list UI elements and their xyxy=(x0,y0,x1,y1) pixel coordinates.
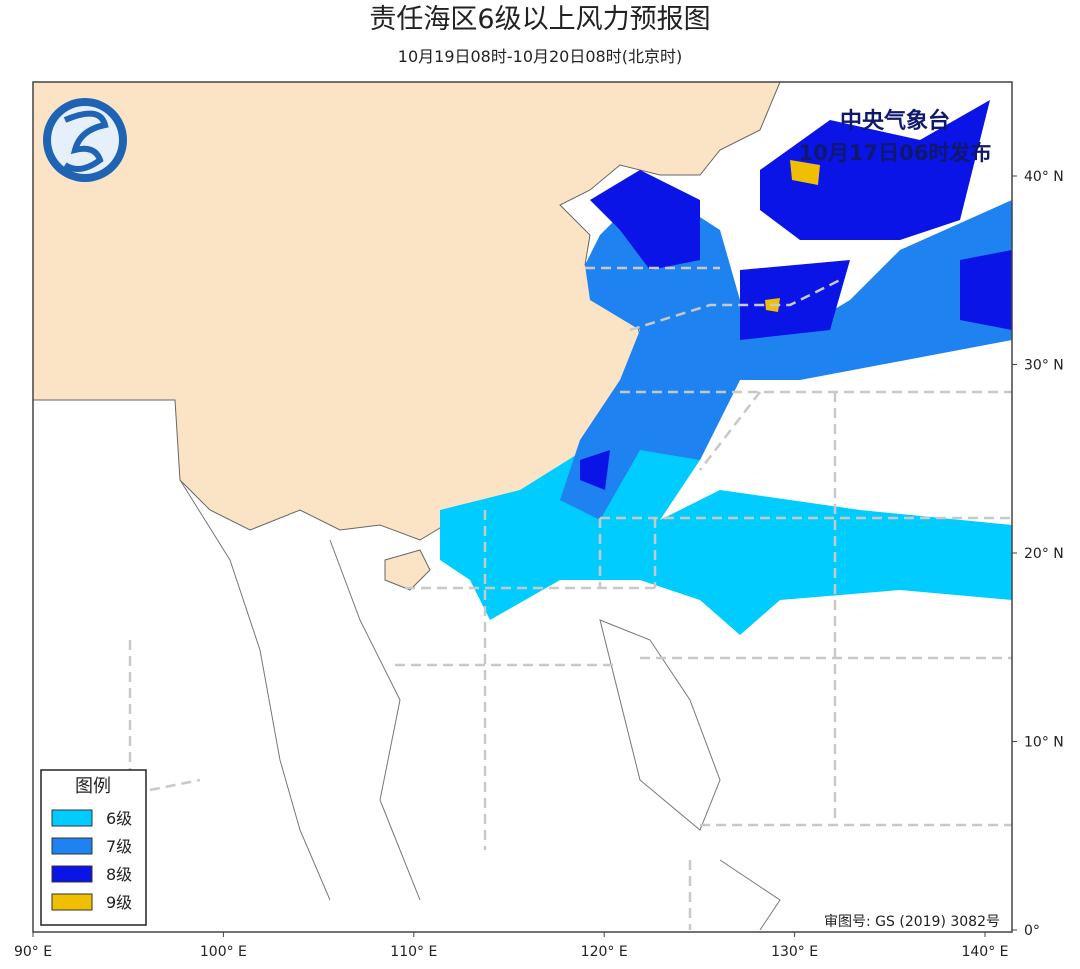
lon-label: 100° E xyxy=(200,944,247,960)
legend-label: 9级 xyxy=(106,893,132,912)
map-frame xyxy=(32,81,1013,933)
legend: 图例 6级 7级 8级 9级 xyxy=(40,769,147,926)
map xyxy=(33,82,1012,932)
subtitle: 10月19日08时-10月20日08时(北京时) xyxy=(398,47,682,66)
issue-time: 10月17日06时发布 xyxy=(799,141,992,165)
legend-swatch xyxy=(51,893,93,911)
legend-label: 6级 xyxy=(106,809,132,828)
lon-label: 110° E xyxy=(390,944,437,960)
legend-label: 7级 xyxy=(106,837,132,856)
legend-swatch xyxy=(51,837,93,855)
legend-swatch xyxy=(51,809,93,827)
lat-label: 30° N xyxy=(1024,358,1064,374)
issuer-name: 中央气象台 xyxy=(840,108,950,134)
lat-label: 10° N xyxy=(1024,735,1064,751)
legend-title: 图例 xyxy=(75,776,111,797)
lon-label: 140° E xyxy=(961,944,1008,960)
lon-label: 90° E xyxy=(14,944,52,960)
lat-label: 0° xyxy=(1024,923,1040,939)
logo xyxy=(43,98,127,182)
review-number: 审图号: GS (2019) 3082号 xyxy=(824,914,1000,930)
lat-label: 40° N xyxy=(1024,169,1064,185)
legend-swatch xyxy=(51,865,93,883)
title: 责任海区6级以上风力预报图 xyxy=(369,4,710,35)
legend-label: 8级 xyxy=(106,865,132,884)
lon-label: 120° E xyxy=(581,944,628,960)
lon-label: 130° E xyxy=(771,944,818,960)
lat-label: 20° N xyxy=(1024,546,1064,562)
